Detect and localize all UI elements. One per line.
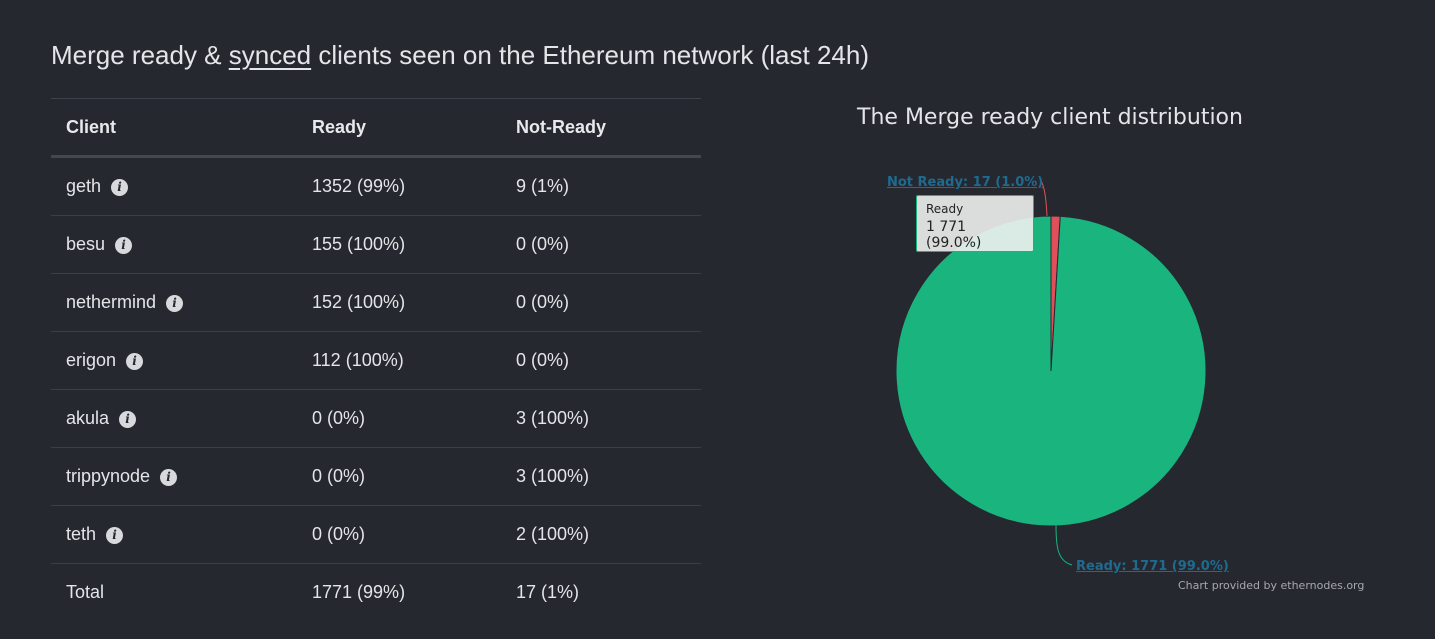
- cell-client: teth i: [51, 505, 297, 564]
- table-row: nethermind i 152 (100%) 0 (0%): [51, 273, 701, 332]
- table-row: akula i 0 (0%) 3 (100%): [51, 389, 701, 448]
- cell-ready: 0 (0%): [297, 447, 501, 506]
- info-icon[interactable]: i: [160, 469, 178, 486]
- cell-client: geth i: [51, 156, 297, 216]
- info-icon[interactable]: i: [166, 295, 184, 312]
- connector-not-ready: [1039, 178, 1048, 217]
- pie-chart-canvas: [895, 178, 1207, 566]
- header-ready: Ready: [297, 98, 501, 158]
- client-name: nethermind: [66, 292, 157, 312]
- client-name: erigon: [66, 350, 117, 370]
- tooltip-series: Ready: [926, 202, 964, 216]
- client-name: besu: [66, 234, 106, 254]
- cell-not-ready: 2 (100%): [501, 505, 701, 564]
- total-ready: 1771 (99%): [312, 582, 406, 602]
- client-name: geth: [66, 176, 102, 196]
- info-icon[interactable]: i: [106, 527, 124, 544]
- client-name: teth: [66, 524, 97, 544]
- total-client: Total: [66, 582, 105, 602]
- cell-client: nethermind i: [51, 273, 297, 332]
- cell-ready: 1352 (99%): [297, 156, 501, 216]
- client-name: akula: [66, 408, 110, 428]
- slice-label-ready[interactable]: Ready: 1771 (99.0%): [1076, 559, 1229, 574]
- cell-not-ready: 0 (0%): [501, 215, 701, 274]
- cell-ready: 112 (100%): [297, 331, 501, 390]
- info-icon[interactable]: i: [111, 179, 129, 196]
- synced-link[interactable]: synced: [228, 40, 312, 70]
- table-row: erigon i 112 (100%) 0 (0%): [51, 331, 701, 390]
- chart-title: The Merge ready client distribution: [857, 105, 1243, 130]
- table-row: trippynode i 0 (0%) 3 (100%): [51, 447, 701, 506]
- total-row: Total 1771 (99%) 17 (1%): [51, 564, 701, 622]
- cell-not-ready: 3 (100%): [501, 389, 701, 448]
- table-row: besu i 155 (100%) 0 (0%): [51, 215, 701, 274]
- page-heading: Merge ready & synced clients seen on the…: [51, 40, 869, 71]
- total-not-ready: 17 (1%): [516, 582, 580, 602]
- cell-not-ready: 0 (0%): [501, 273, 701, 332]
- heading-suffix: clients seen on the Ethereum network (la…: [311, 40, 869, 70]
- cell-not-ready: 3 (100%): [501, 447, 701, 506]
- cell-ready: 152 (100%): [297, 273, 501, 332]
- cell-ready: 0 (0%): [297, 505, 501, 564]
- header-client: Client: [51, 98, 297, 158]
- chart-tooltip: Ready 1 771 (99.0%): [916, 195, 1034, 252]
- cell-ready: 155 (100%): [297, 215, 501, 274]
- pie-chart: The Merge ready client distribution Not …: [760, 95, 1400, 615]
- cell-client: erigon i: [51, 331, 297, 390]
- info-icon[interactable]: i: [115, 237, 133, 254]
- table-row: teth i 0 (0%) 2 (100%): [51, 505, 701, 564]
- cell-client: trippynode i: [51, 447, 297, 506]
- cell-client: besu i: [51, 215, 297, 274]
- cell-not-ready: 0 (0%): [501, 331, 701, 390]
- cell-ready: 0 (0%): [297, 389, 501, 448]
- info-icon[interactable]: i: [119, 411, 137, 428]
- heading-prefix: Merge ready &: [51, 40, 229, 70]
- pie-slice-ready[interactable]: [895, 215, 1207, 527]
- clients-table: Client Ready Not-Ready geth i 1352 (99%) 9 …: [51, 98, 701, 621]
- slice-label-not-ready[interactable]: Not Ready: 17 (1.0%): [887, 175, 1044, 190]
- cell-client: akula i: [51, 389, 297, 448]
- client-name: trippynode: [66, 466, 151, 486]
- connector-ready: [1055, 524, 1073, 566]
- cell-not-ready: 9 (1%): [501, 156, 701, 216]
- chart-credits[interactable]: Chart provided by ethernodes.org: [1178, 579, 1365, 592]
- tooltip-value: 1 771 (99.0%): [926, 219, 982, 251]
- info-icon[interactable]: i: [126, 353, 144, 370]
- table-row: geth i 1352 (99%) 9 (1%): [51, 156, 701, 216]
- table-header-row: Client Ready Not-Ready: [51, 98, 701, 158]
- header-not-ready: Not-Ready: [501, 98, 701, 158]
